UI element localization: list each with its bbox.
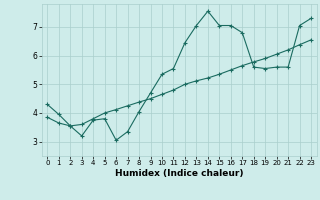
X-axis label: Humidex (Indice chaleur): Humidex (Indice chaleur)	[115, 169, 244, 178]
